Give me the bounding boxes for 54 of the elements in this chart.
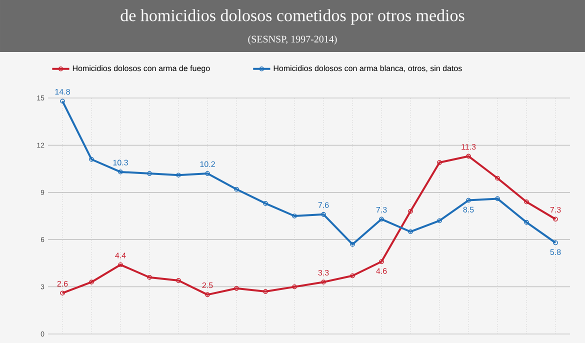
point — [60, 290, 65, 296]
point — [495, 176, 500, 181]
point — [147, 171, 152, 176]
point — [263, 289, 268, 294]
data-label: 7.6 — [318, 202, 329, 208]
point — [524, 220, 529, 225]
point — [553, 216, 558, 222]
point — [350, 242, 355, 247]
point — [437, 160, 442, 165]
point — [234, 186, 239, 192]
point — [205, 292, 210, 298]
point — [350, 273, 355, 278]
point — [495, 196, 500, 202]
point — [205, 171, 210, 176]
point — [118, 170, 123, 174]
data-label: 4.4 — [115, 252, 126, 258]
point — [524, 199, 529, 204]
point — [437, 218, 442, 224]
data-label: 2.6 — [57, 280, 68, 287]
data-label: 3.3 — [318, 270, 329, 276]
point — [292, 284, 297, 290]
point — [89, 280, 94, 284]
point — [234, 286, 239, 291]
point — [379, 259, 384, 264]
legend-label: Homicidios dolosos con arma de fuego — [72, 65, 210, 73]
data-label: 8.5 — [463, 206, 474, 212]
data-label: 10.3 — [113, 160, 128, 166]
point — [553, 240, 558, 246]
point — [263, 201, 268, 206]
data-label: 11.3 — [462, 144, 476, 150]
point — [60, 98, 65, 104]
point — [147, 274, 152, 280]
point — [466, 198, 471, 203]
point — [408, 208, 413, 214]
point — [408, 229, 413, 234]
chart-title: de homicidios dolosos cometidos por otros medios — [120, 9, 464, 25]
point — [466, 154, 471, 159]
point — [379, 216, 384, 222]
point — [118, 262, 123, 268]
legend-label: Homicidios dolosos con arma blanca, otros, sin datos — [274, 65, 462, 72]
point — [89, 156, 94, 162]
data-label: 7.3 — [376, 206, 387, 213]
data-label: 4.6 — [376, 268, 387, 274]
data-label: 5.8 — [550, 249, 561, 255]
point — [176, 172, 181, 178]
point — [292, 214, 297, 218]
point — [321, 280, 326, 284]
data-label: 10.2 — [200, 161, 215, 167]
chart-subtitle: (SESNSP, 1997-2014) — [248, 35, 337, 45]
data-label: 7.3 — [550, 206, 561, 213]
data-label: 2.5 — [202, 282, 213, 288]
point — [321, 212, 326, 217]
point — [176, 278, 181, 283]
data-label: 14.8 — [55, 88, 70, 95]
